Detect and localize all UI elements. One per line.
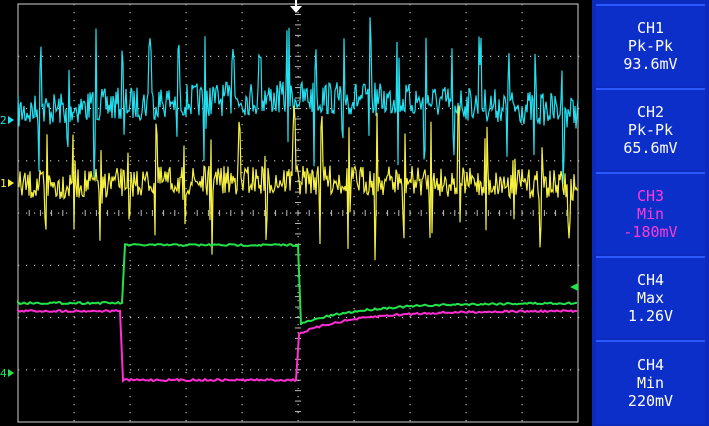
svg-text:4: 4 [0, 367, 7, 380]
measurement-ch4-max[interactable]: CH4 Max 1.26V [596, 256, 705, 338]
ch4-ground-marker[interactable]: 4 [0, 367, 14, 380]
measurement-type: Min [636, 205, 665, 223]
measurement-ch1-pkpk[interactable]: CH1 Pk-Pk 93.6mV [596, 4, 705, 86]
measurement-channel: CH4 [636, 356, 665, 374]
measurement-channel: CH2 [636, 103, 665, 121]
measurement-channel: CH3 [636, 187, 665, 205]
measurement-value: -180mV [623, 223, 678, 241]
measurement-type: Pk-Pk [627, 37, 674, 55]
ch2-trace [17, 17, 579, 184]
trigger-level-arrow-icon[interactable] [570, 283, 578, 291]
measurement-type: Max [636, 289, 665, 307]
measurement-ch3-min[interactable]: CH3 Min -180mV [596, 172, 705, 254]
measurement-ch2-pkpk[interactable]: CH2 Pk-Pk 65.6mV [596, 88, 705, 170]
svg-text:1: 1 [0, 177, 7, 190]
trigger-position-arrow-icon[interactable] [290, 6, 302, 13]
measurement-channel: CH4 [636, 271, 665, 289]
waveform-display: 2 1 4 [0, 0, 580, 423]
measurement-type: Pk-Pk [627, 121, 674, 139]
measurement-value: 93.6mV [623, 55, 678, 73]
measurement-value: 65.6mV [623, 139, 678, 157]
ch3-trace [17, 308, 578, 383]
measurement-value: 220mV [627, 392, 674, 410]
measurement-value: 1.26V [627, 307, 674, 325]
measurement-channel: CH1 [636, 19, 665, 37]
ch1-trace [17, 105, 579, 261]
graticule-grid [17, 3, 580, 423]
measurement-type: Min [636, 374, 665, 392]
ch2-ground-marker[interactable]: 2 [0, 114, 14, 127]
ch4-trace [17, 242, 578, 326]
ch1-ground-marker[interactable]: 1 [0, 177, 14, 190]
svg-text:2: 2 [0, 114, 7, 127]
measurement-ch4-min[interactable]: CH4 Min 220mV [596, 340, 705, 424]
